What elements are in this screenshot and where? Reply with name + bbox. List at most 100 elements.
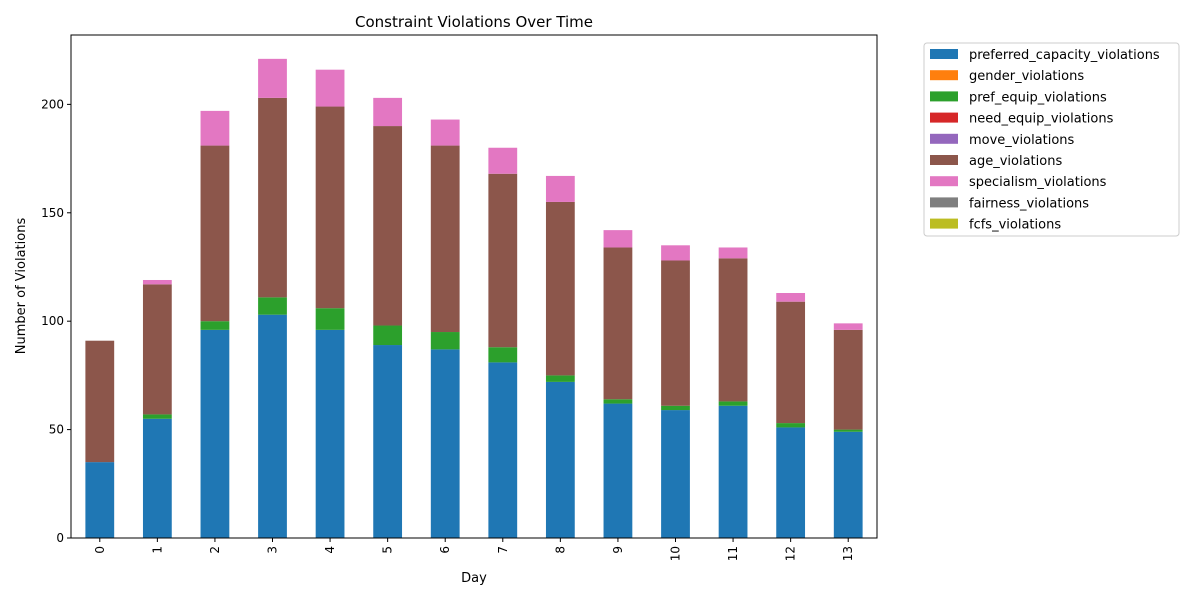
y-tick-label: 50 [49,423,64,437]
bar-segment-specialism_violations-day-10 [661,245,690,261]
bar-segment-specialism_violations-day-8 [545,175,575,202]
legend: preferred_capacity_violations gender_viol… [923,42,1180,237]
x-tick-label: 6 [438,546,452,554]
legend-label-pref_equip_violations: pref_equip_violations [969,90,1107,105]
bar-segment-pref_equip_violations-day-7 [488,347,518,363]
bar-segment-pref_equip_violations-day-1 [142,414,172,419]
x-tick-label: 1 [150,546,164,554]
bar-segment-pref_equip_violations-day-10 [661,405,690,411]
x-axis: 0 1 2 3 4 5 6 7 8 9 10 11 12 13 [93,538,855,561]
x-tick-label: 11 [726,546,740,561]
x-tick-label: 0 [93,546,107,554]
legend-swatch-preferred_capacity_violations [930,49,958,59]
bar-segment-preferred_capacity_violations-day-11 [718,405,748,538]
legend-swatch-pref_equip_violations [930,91,958,102]
legend-label-preferred_capacity_violations: preferred_capacity_violations [969,48,1160,63]
bar-segment-pref_equip_violations-day-2 [200,321,230,330]
x-axis-label: Day [461,571,487,586]
legend-swatch-age_violations [930,155,958,165]
x-tick-label: 10 [669,546,683,561]
bar-segment-preferred_capacity_violations-day-13 [833,431,863,538]
x-tick-label: 7 [496,546,510,554]
bar-segment-specialism_violations-day-11 [718,247,748,259]
bar-segment-preferred_capacity_violations-day-2 [200,329,230,538]
legend-swatch-gender_violations [930,70,958,81]
y-tick-label: 200 [41,97,64,111]
y-tick-label: 100 [41,314,64,328]
bar-segment-age_violations-day-7 [488,173,518,348]
bar-segment-pref_equip_violations-day-6 [430,332,460,350]
bar-segment-age_violations-day-6 [430,145,460,333]
bar-segment-preferred_capacity_violations-day-0 [85,462,115,538]
bar-segment-pref_equip_violations-day-4 [315,308,345,330]
bar-segment-age_violations-day-11 [718,258,748,402]
bar-segment-specialism_violations-day-6 [430,119,460,146]
plot-frame [70,34,878,539]
x-tick-label: 9 [611,546,625,554]
bar-segment-age_violations-day-10 [661,260,690,406]
x-tick-label: 3 [266,546,280,554]
x-tick-label: 4 [323,546,337,554]
y-tick-label: 0 [56,531,64,545]
bar-segment-age_violations-day-13 [833,329,863,430]
bar-segment-specialism_violations-day-4 [315,69,345,107]
legend-box [923,42,1180,237]
bar-segment-pref_equip_violations-day-11 [718,401,748,406]
bar-segment-preferred_capacity_violations-day-1 [142,418,172,538]
x-tick-label: 5 [381,546,395,554]
bar-segment-age_violations-day-2 [200,145,230,322]
legend-label-move_violations: move_violations [969,133,1075,148]
x-tick-label: 2 [208,546,222,554]
y-axis-label: Number of Violations [14,218,29,355]
bar-segment-age_violations-day-3 [258,97,287,298]
bar-segment-preferred_capacity_violations-day-12 [776,427,806,538]
legend-label-specialism_violations: specialism_violations [969,175,1107,190]
bar-segment-pref_equip_violations-day-9 [603,399,633,404]
x-tick-label: 12 [784,546,798,561]
legend-swatch-specialism_violations [930,176,958,187]
bar-segment-age_violations-day-12 [776,301,806,424]
legend-label-gender_violations: gender_violations [969,69,1084,84]
legend-label-age_violations: age_violations [969,154,1062,169]
bar-segment-preferred_capacity_violations-day-6 [430,349,460,538]
bar-segment-specialism_violations-day-12 [776,293,806,302]
bar-segment-specialism_violations-day-9 [603,230,633,248]
legend-swatch-need_equip_violations [930,112,958,123]
bar-segment-pref_equip_violations-day-13 [833,429,863,432]
bar-segment-specialism_violations-day-1 [142,279,172,285]
bar-segment-age_violations-day-4 [315,106,345,309]
bar-segment-age_violations-day-1 [142,284,172,415]
legend-swatch-fcfs_violations [930,218,958,229]
legend-label-fcfs_violations: fcfs_violations [969,218,1061,233]
y-axis: 0 50 100 150 200 [41,97,71,545]
bar-segment-age_violations-day-9 [603,247,633,400]
bar-segment-preferred_capacity_violations-day-5 [373,345,403,538]
bar-segment-specialism_violations-day-13 [833,323,863,330]
bar-segment-preferred_capacity_violations-day-9 [603,403,633,538]
bar-segment-age_violations-day-5 [373,126,403,326]
x-tick-label: 13 [841,546,855,561]
legend-swatch-fairness_violations [930,197,958,208]
bars-layer [85,58,863,538]
bar-segment-specialism_violations-day-5 [373,97,403,127]
legend-label-need_equip_violations: need_equip_violations [969,112,1114,127]
y-tick-label: 150 [41,206,64,220]
bar-segment-preferred_capacity_violations-day-8 [545,381,575,538]
bar-segment-specialism_violations-day-2 [200,110,230,146]
bar-segment-specialism_violations-day-3 [258,58,287,98]
bar-segment-pref_equip_violations-day-12 [776,423,806,428]
bar-segment-preferred_capacity_violations-day-10 [661,410,690,538]
legend-swatch-move_violations [930,133,958,144]
bar-segment-preferred_capacity_violations-day-4 [315,329,345,538]
bar-segment-pref_equip_violations-day-5 [373,325,403,346]
bar-segment-specialism_violations-day-7 [488,147,518,174]
bar-segment-pref_equip_violations-day-8 [545,375,575,382]
bar-segment-pref_equip_violations-day-3 [258,297,287,315]
bar-segment-age_violations-day-0 [85,340,115,463]
bar-segment-preferred_capacity_violations-day-7 [488,362,518,538]
bar-segment-age_violations-day-8 [545,201,575,376]
chart-title: Constraint Violations Over Time [355,13,593,31]
bar-segment-preferred_capacity_violations-day-3 [258,314,287,538]
x-tick-label: 8 [553,546,567,554]
